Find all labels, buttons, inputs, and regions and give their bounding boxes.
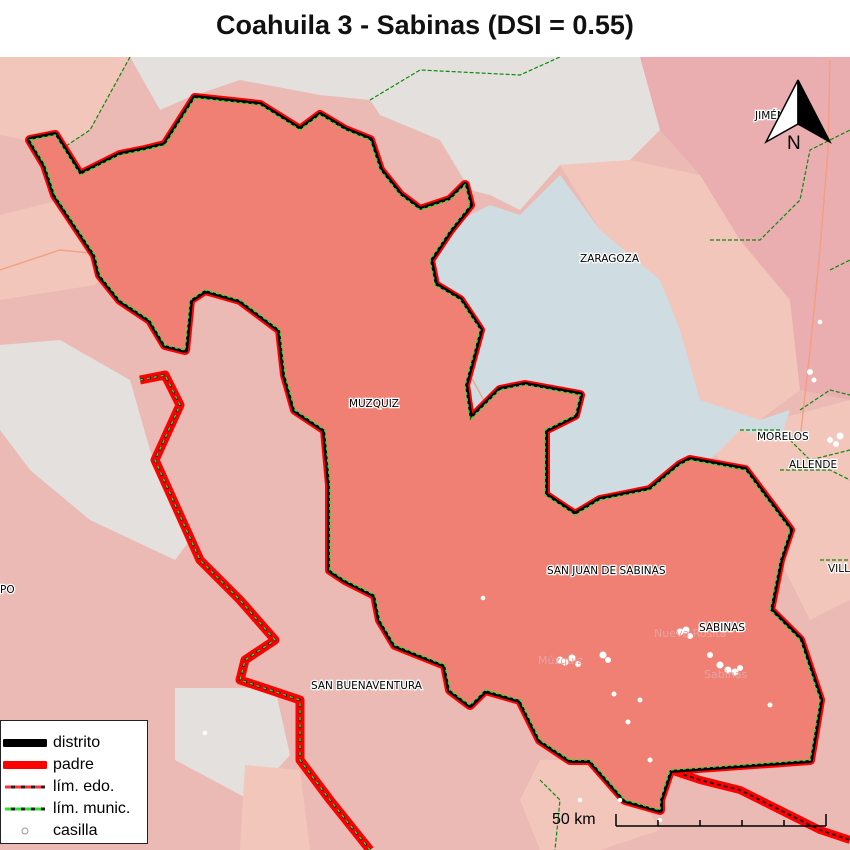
map-svg: Múzquiz Nueva Rosita Sabinas MUZQUIZ MUZ… [0, 57, 850, 850]
faint-label-nueva-rosita: Nueva Rosita [654, 627, 726, 640]
map-canvas[interactable]: Múzquiz Nueva Rosita Sabinas MUZQUIZ MUZ… [0, 57, 850, 850]
parent-boundary-south [668, 766, 850, 844]
label-sjs-halo: SAN JUAN DE SABINAS [547, 565, 666, 577]
legend-label-lim-munic: lím. munic. [53, 800, 131, 817]
legend-label-lim-edo: lím. edo. [53, 778, 115, 795]
label-zaragoza-halo: ZARAGOZA [580, 253, 640, 265]
legend: distrito padre lím. edo. lím. munic. cas… [0, 720, 148, 844]
legend-label-distrito: distrito [53, 734, 101, 751]
region-northwest [0, 57, 130, 150]
label-ocampo-halo: PO [0, 584, 15, 596]
legend-item-casilla: casilla [1, 820, 149, 842]
faint-label-muzquiz-town: Múzquiz [538, 654, 583, 667]
region-northeast [640, 57, 850, 400]
faint-label-sabinas-town: Sabinas [704, 668, 747, 681]
region-east-peach [560, 160, 800, 420]
label-allende: ALLENDE [789, 459, 837, 471]
label-villa-halo: VILL [828, 563, 850, 575]
legend-label-casilla: casilla [53, 822, 98, 839]
label-san-buenaventura: SAN BUENAVENTURA [311, 680, 423, 692]
legend-symbol-lim-edo [5, 785, 45, 789]
legend-label-padre: padre [53, 756, 94, 773]
label-morelos-halo: MORELOS [757, 431, 809, 443]
label-muzquiz: MUZQUIZ [349, 398, 399, 410]
label-morelos: MORELOS [757, 431, 809, 443]
legend-symbol-casilla [21, 827, 29, 835]
label-muzquiz-halo: MUZQUIZ [349, 398, 399, 410]
label-ocampo: PO [0, 584, 15, 596]
region-west [0, 200, 110, 300]
scale-label: 50 km [552, 811, 596, 828]
legend-item-lim-munic: lím. munic. [1, 798, 149, 820]
region-gray-north [130, 57, 660, 210]
north-arrow-icon [764, 79, 832, 144]
region-gray-west [0, 340, 190, 560]
legend-symbol-distrito [3, 739, 47, 747]
label-sabinas: SABINAS [699, 622, 745, 634]
legend-symbol-lim-munic [5, 807, 45, 811]
legend-item-padre: padre [1, 754, 149, 776]
north-label: N [787, 133, 801, 154]
label-san-juan-de-sabinas: SAN JUAN DE SABINAS [547, 565, 666, 577]
label-villa: VILL [828, 563, 850, 575]
label-sb-halo: SAN BUENAVENTURA [311, 680, 423, 692]
zaragoza-region [430, 175, 790, 510]
scale-bar [615, 814, 827, 827]
municipal-boundary-west [139, 374, 371, 850]
title-bar: Coahuila 3 - Sabinas (DSI = 0.55) [0, 0, 850, 57]
label-sabinas-halo: SABINAS [699, 622, 745, 634]
label-zaragoza: ZARAGOZA [580, 253, 640, 265]
legend-item-lim-edo: lím. edo. [1, 776, 149, 798]
label-allende-halo: ALLENDE [789, 459, 837, 471]
legend-item-distrito: distrito [1, 732, 149, 754]
map-title: Coahuila 3 - Sabinas (DSI = 0.55) [216, 10, 634, 40]
legend-symbol-padre [3, 761, 47, 769]
region-peach-south [240, 765, 310, 850]
